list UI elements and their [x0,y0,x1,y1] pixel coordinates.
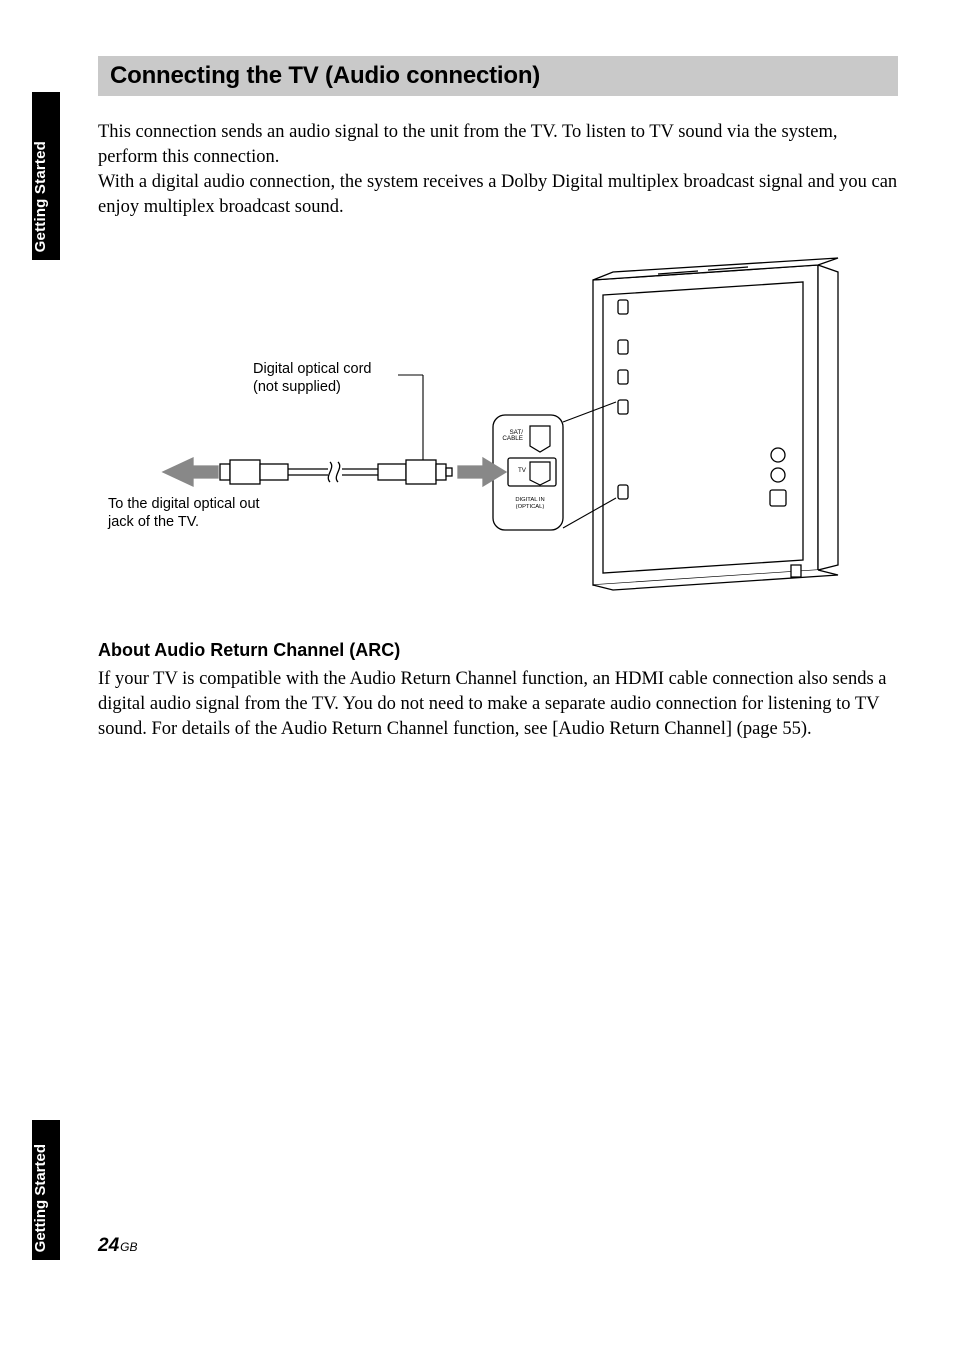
page-region: GB [120,1240,137,1254]
connection-diagram: Digital optical cord (not supplied) To t… [98,250,898,610]
intro-paragraph: This connection sends an audio signal to… [98,120,898,220]
diagram-svg: SAT/CABLE TV DIGITAL IN (OPTICAL) [98,250,898,610]
arc-body: If your TV is compatible with the Audio … [98,667,898,742]
page-number: 24GB [98,1235,137,1257]
side-tab-bottom-label: Getting Started [32,1144,60,1252]
page-content: Connecting the TV (Audio connection) Thi… [98,56,898,742]
side-tab: Getting Started [32,92,60,260]
page-number-value: 24 [98,1235,119,1256]
side-tab-label: Getting Started [32,139,60,252]
svg-text:(OPTICAL): (OPTICAL) [516,504,545,510]
cord-label-line2: (not supplied) [253,379,341,395]
arc-heading: About Audio Return Channel (ARC) [98,640,898,661]
section-title-bar: Connecting the TV (Audio connection) [98,56,898,96]
tv-jack-label-line2: jack of the TV. [108,514,199,530]
svg-text:TV: TV [518,467,527,474]
intro-text: This connection sends an audio signal to… [98,122,897,217]
tv-jack-label-line1: To the digital optical out [108,496,260,512]
cord-label-line1: Digital optical cord [253,361,371,377]
cord-label: Digital optical cord (not supplied) [253,360,371,396]
svg-text:DIGITAL IN: DIGITAL IN [515,497,544,503]
side-tab-bottom: Getting Started [32,1120,60,1260]
section-title: Connecting the TV (Audio connection) [110,62,886,90]
tv-jack-label: To the digital optical out jack of the T… [108,495,260,531]
